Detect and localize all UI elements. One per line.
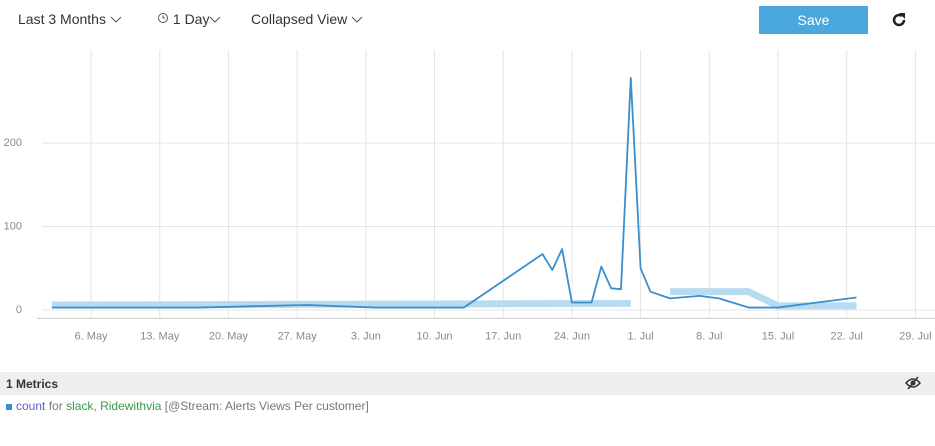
hide-icon[interactable] — [905, 376, 921, 390]
clock-icon — [158, 13, 168, 23]
x-tick-label: 6. May — [75, 330, 109, 342]
chevron — [110, 16, 122, 23]
metrics-header: 1 Metrics — [6, 377, 59, 391]
x-tick-label: 15. Jul — [762, 330, 794, 342]
x-tick-label: 10. Jun — [416, 330, 452, 342]
metric-item: count for slack, Ridewithvia [@Stream: A… — [6, 399, 369, 413]
y-tick-label: 0 — [16, 304, 22, 316]
chevron — [351, 16, 363, 23]
interval-dropdown[interactable]: 1 Day — [157, 11, 221, 27]
interval-label: 1 Day — [172, 11, 210, 27]
x-tick-label: 22. Jul — [830, 330, 862, 342]
line — [51, 76, 857, 309]
chevron — [210, 16, 221, 23]
metric-name: count — [16, 399, 46, 413]
x-tick-label: 27. May — [278, 330, 318, 342]
band — [51, 299, 631, 309]
x-tick-label: 13. May — [140, 330, 180, 342]
x-tick-label: 3. Jun — [351, 330, 381, 342]
x-tick-label: 24. Jun — [554, 330, 590, 342]
x-tick-label: 8. Jul — [696, 330, 722, 342]
y-tick-label: 200 — [4, 137, 22, 149]
range-dropdown[interactable]: Last 3 Months — [18, 11, 122, 27]
x-tick-label: 17. Jun — [485, 330, 521, 342]
x-tick-label: 29. Jul — [899, 330, 931, 342]
metrics-bar: 1 Metrics — [0, 372, 935, 395]
save-button[interactable]: Save — [759, 6, 868, 34]
metric-groups: slack, Ridewithvia — [66, 399, 162, 413]
metric-stream: [@Stream: Alerts Views Per customer] — [164, 399, 369, 413]
metric-swatch — [6, 404, 12, 410]
x-tick-label: 1. Jul — [627, 330, 653, 342]
range-label: Last 3 Months — [18, 11, 106, 27]
view-dropdown[interactable]: Collapsed View — [251, 11, 363, 27]
band — [670, 288, 857, 310]
y-tick-label: 100 — [4, 220, 22, 232]
chart: 0 100 200 6. May 13. May 20. May 27. May 3. Jun… — [4, 50, 935, 342]
x-tick-label: 20. May — [209, 330, 249, 342]
refresh-icon[interactable] — [889, 10, 909, 30]
view-label: Collapsed View — [251, 11, 348, 27]
metric-connector: for — [48, 399, 63, 413]
